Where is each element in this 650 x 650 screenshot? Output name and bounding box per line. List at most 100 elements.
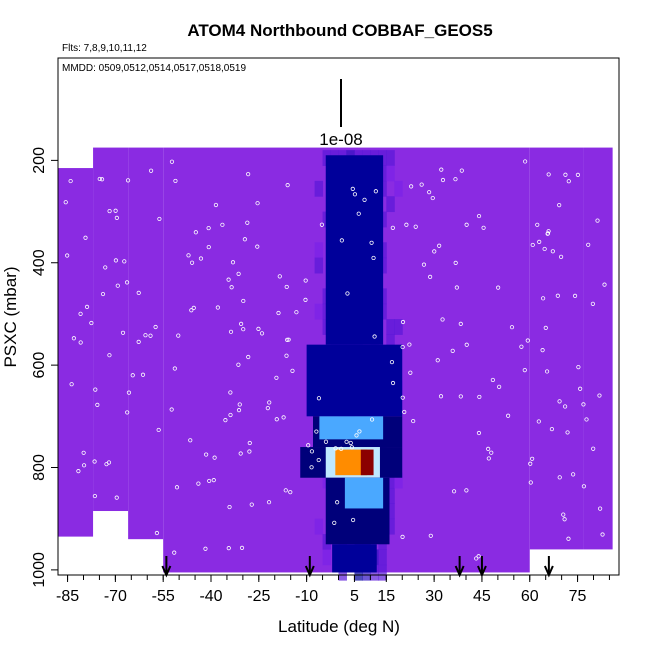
sample-point bbox=[339, 446, 344, 452]
sample-point bbox=[241, 327, 246, 332]
sample-point bbox=[81, 463, 87, 468]
y-tick-label: 400 bbox=[31, 249, 48, 276]
sample-point bbox=[176, 333, 181, 338]
sample-point bbox=[113, 208, 118, 213]
sample-point bbox=[390, 380, 396, 386]
sample-point bbox=[350, 186, 355, 191]
sample-point bbox=[281, 415, 286, 420]
sample-point bbox=[408, 370, 413, 375]
sample-point bbox=[277, 274, 282, 279]
sample-point bbox=[476, 430, 482, 436]
sample-point bbox=[186, 253, 191, 258]
sample-point bbox=[125, 410, 130, 415]
sample-point bbox=[63, 200, 68, 205]
sample-point bbox=[438, 394, 444, 399]
sample-point bbox=[206, 225, 211, 231]
sample-point bbox=[239, 321, 244, 326]
sample-point bbox=[294, 310, 299, 315]
sample-point bbox=[440, 317, 445, 322]
sample-point bbox=[290, 368, 295, 373]
sample-point bbox=[489, 450, 494, 455]
sample-point bbox=[454, 285, 459, 290]
heatmap-cell bbox=[354, 564, 363, 581]
sample-point bbox=[172, 550, 177, 555]
sample-point bbox=[207, 478, 212, 484]
sample-point bbox=[316, 457, 321, 463]
sample-point bbox=[100, 291, 106, 297]
sample-point bbox=[600, 532, 605, 537]
sample-point bbox=[490, 377, 495, 383]
sample-point bbox=[562, 404, 568, 409]
sample-point bbox=[78, 311, 83, 316]
sample-point bbox=[400, 534, 405, 539]
sample-point bbox=[303, 278, 308, 283]
sample-point bbox=[453, 260, 458, 265]
sample-point bbox=[173, 178, 178, 184]
sample-point bbox=[188, 438, 193, 443]
sample-point bbox=[245, 220, 250, 225]
sample-point bbox=[400, 344, 405, 350]
sample-point bbox=[284, 284, 289, 290]
sample-point bbox=[114, 495, 119, 500]
y-tick-label: 600 bbox=[31, 352, 48, 379]
heatmap-cell bbox=[386, 472, 395, 489]
sample-point bbox=[349, 445, 354, 450]
sample-point bbox=[223, 418, 228, 423]
sample-point bbox=[411, 418, 416, 424]
x-tick-label: 60 bbox=[521, 588, 539, 605]
sample-point bbox=[114, 215, 119, 220]
sample-point bbox=[125, 178, 131, 183]
sample-point bbox=[428, 274, 433, 280]
sample-point bbox=[496, 285, 501, 290]
sample-point bbox=[505, 413, 511, 418]
sample-point bbox=[83, 235, 88, 240]
sample-point bbox=[563, 172, 568, 177]
x-tick-label: 5 bbox=[350, 588, 359, 605]
x-axis-label: Latitude (deg N) bbox=[278, 617, 400, 636]
sample-point bbox=[136, 339, 141, 344]
x-tick-label: -25 bbox=[247, 588, 270, 605]
sample-point bbox=[476, 554, 481, 559]
sample-point bbox=[148, 168, 154, 173]
sample-point bbox=[226, 277, 231, 282]
heatmap-feature-0 bbox=[325, 155, 384, 345]
heatmap-cell bbox=[386, 518, 395, 535]
sample-point bbox=[169, 159, 175, 164]
y-axis-label: PSXC (mbar) bbox=[1, 266, 20, 367]
x-tick-label: 30 bbox=[425, 588, 443, 605]
sample-point bbox=[407, 342, 412, 347]
sample-point bbox=[540, 348, 545, 353]
heatmap bbox=[58, 147, 613, 581]
sample-point bbox=[565, 430, 570, 435]
sample-point bbox=[191, 305, 196, 310]
sample-point bbox=[572, 293, 578, 299]
sample-point bbox=[255, 201, 260, 206]
sample-point bbox=[542, 246, 547, 252]
sample-point bbox=[174, 485, 180, 490]
sample-point bbox=[316, 396, 322, 401]
sample-point bbox=[314, 429, 319, 434]
sample-point bbox=[369, 417, 375, 422]
sample-point bbox=[189, 260, 195, 265]
sample-point bbox=[404, 222, 409, 227]
sample-point bbox=[400, 395, 405, 400]
sample-point bbox=[350, 517, 356, 523]
heatmap-cell bbox=[322, 549, 332, 566]
sample-point bbox=[76, 469, 81, 474]
sample-point bbox=[576, 364, 581, 370]
sample-point bbox=[242, 237, 247, 242]
sample-point bbox=[136, 290, 141, 296]
sample-point bbox=[428, 533, 433, 538]
sample-point bbox=[284, 353, 289, 358]
y-tick-label: 1000 bbox=[31, 552, 48, 588]
sample-point bbox=[196, 481, 201, 486]
sample-point bbox=[348, 440, 353, 446]
sample-point bbox=[237, 402, 242, 407]
sample-point bbox=[148, 333, 153, 338]
y-tick-label: 800 bbox=[31, 454, 48, 481]
sample-point bbox=[156, 427, 161, 433]
sample-point bbox=[437, 243, 442, 248]
sample-point bbox=[464, 488, 469, 493]
x-tick-label: -70 bbox=[104, 588, 127, 605]
